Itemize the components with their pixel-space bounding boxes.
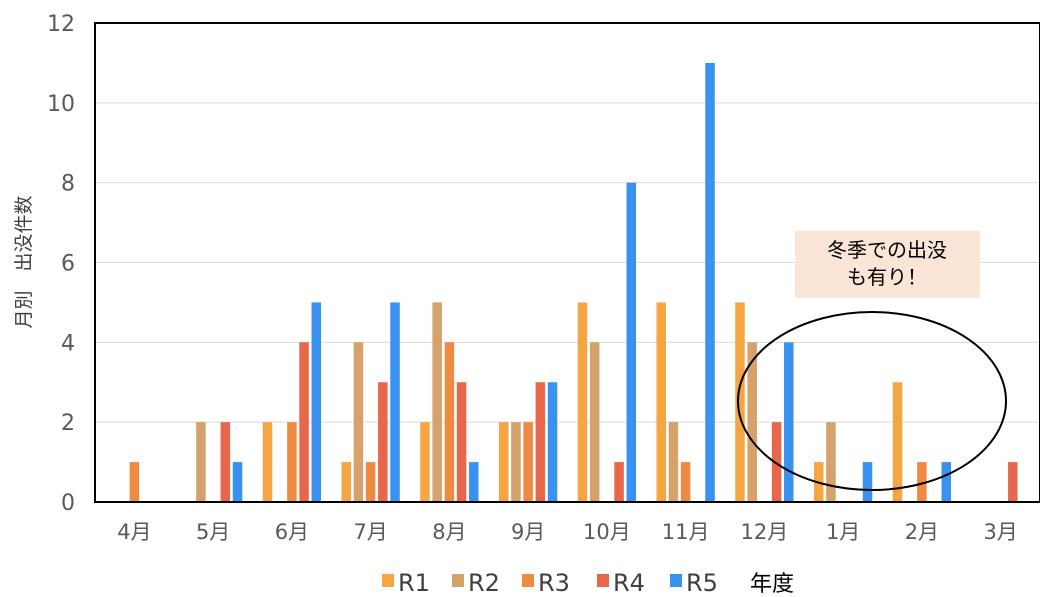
y-tick-label: 10 [47,92,75,117]
bar-R4-3 [299,342,309,502]
annotation-line-2: も有り！ [847,265,927,289]
legend-title: 年度 [750,572,794,597]
bar-R1-4 [341,462,351,502]
x-category-label: 10月 [583,520,631,544]
x-category-label: 3月 [983,520,1017,544]
x-category-label: 9月 [511,520,545,544]
bar-R4-12 [1008,462,1018,502]
bar-R5-5 [469,462,479,502]
x-category-label: 6月 [275,520,309,544]
bar-R2-9 [747,342,757,502]
x-category-label: 4月 [117,520,151,544]
bar-R4-4 [378,382,388,502]
bar-R5-8 [705,62,715,503]
x-category-label: 1月 [826,520,860,544]
bar-R1-5 [420,422,430,502]
y-tick-label: 12 [47,12,75,37]
bar-R3-3 [287,422,297,502]
legend-label-R1: R1 [398,569,430,597]
plot-frame [94,22,1040,503]
legend-label-R4: R4 [613,569,645,597]
legend-swatch-R3 [522,574,534,587]
bar-R2-2 [196,422,206,502]
plot-border [94,22,1040,503]
legend-swatch-R5 [670,574,682,587]
y-tick-label: 6 [61,252,75,277]
y-tick-labels: 0 2 4 6 8 10 12 [47,12,75,516]
bar-R1-11 [892,382,903,502]
bar-R3-8 [680,462,691,502]
bar-R1-9 [735,302,745,502]
bar-R1-7 [577,302,588,502]
bar-R2-8 [668,422,679,502]
y-tick-label: 0 [61,491,75,516]
bar-R3-5 [444,342,455,502]
legend-label-R2: R2 [468,569,500,597]
bar-R1-6 [498,422,509,502]
bar-R2-4 [353,342,364,502]
bars [129,62,1018,503]
bar-R1-8 [656,302,666,502]
x-category-label: 7月 [353,520,387,544]
legend-swatch-R2 [452,574,464,587]
bar-R4-9 [771,422,782,502]
legend-label-R5: R5 [686,569,718,597]
bar-R5-6 [547,382,558,502]
legend: R1 R2 R3 R4 R5 年度 [382,569,794,597]
annotation-box [795,231,980,298]
bar-R4-5 [456,382,467,502]
bar-R2-7 [589,342,600,502]
bar-R3-6 [523,422,533,502]
x-category-label: 8月 [432,520,466,544]
annotation-ellipse [737,311,1007,491]
legend-label-R3: R3 [538,569,570,597]
gridlines [95,102,1040,423]
bar-R2-5 [432,302,442,502]
bar-R3-1 [129,462,140,502]
x-category-labels: 4月 5月 6月 7月 8月 9月 10月 11月 12月 1月 2月 3月 [117,520,1018,544]
legend-swatch-R4 [597,574,609,587]
annotation-line-1: 冬季での出没 [827,238,947,262]
x-category-label: 11月 [662,520,710,544]
bar-R3-4 [365,462,376,502]
bar-R5-2 [232,462,243,502]
x-category-label: 12月 [741,520,789,544]
bar-R5-3 [311,302,322,502]
bar-R4-2 [220,422,231,502]
y-tick-label: 8 [61,172,75,197]
legend-swatch-R1 [382,574,394,587]
bar-R2-10 [826,422,836,502]
bar-R5-10 [862,462,873,502]
bar-R5-9 [784,342,794,502]
y-axis-label: 月別 出没件数 [13,195,35,328]
bar-R3-11 [917,462,927,502]
y-tick-label: 4 [61,331,75,356]
bar-R5-4 [390,302,400,502]
bar-R5-11 [941,462,952,502]
bar-R2-6 [511,422,521,502]
x-category-label: 5月 [196,520,230,544]
bar-R5-7 [626,182,637,502]
bar-R4-7 [614,462,624,502]
bar-R4-6 [535,382,546,502]
bar-R1-3 [262,422,273,502]
annotation: 冬季での出没 も有り！ [737,231,1007,491]
x-category-label: 2月 [905,520,939,544]
y-tick-label: 2 [61,411,75,436]
